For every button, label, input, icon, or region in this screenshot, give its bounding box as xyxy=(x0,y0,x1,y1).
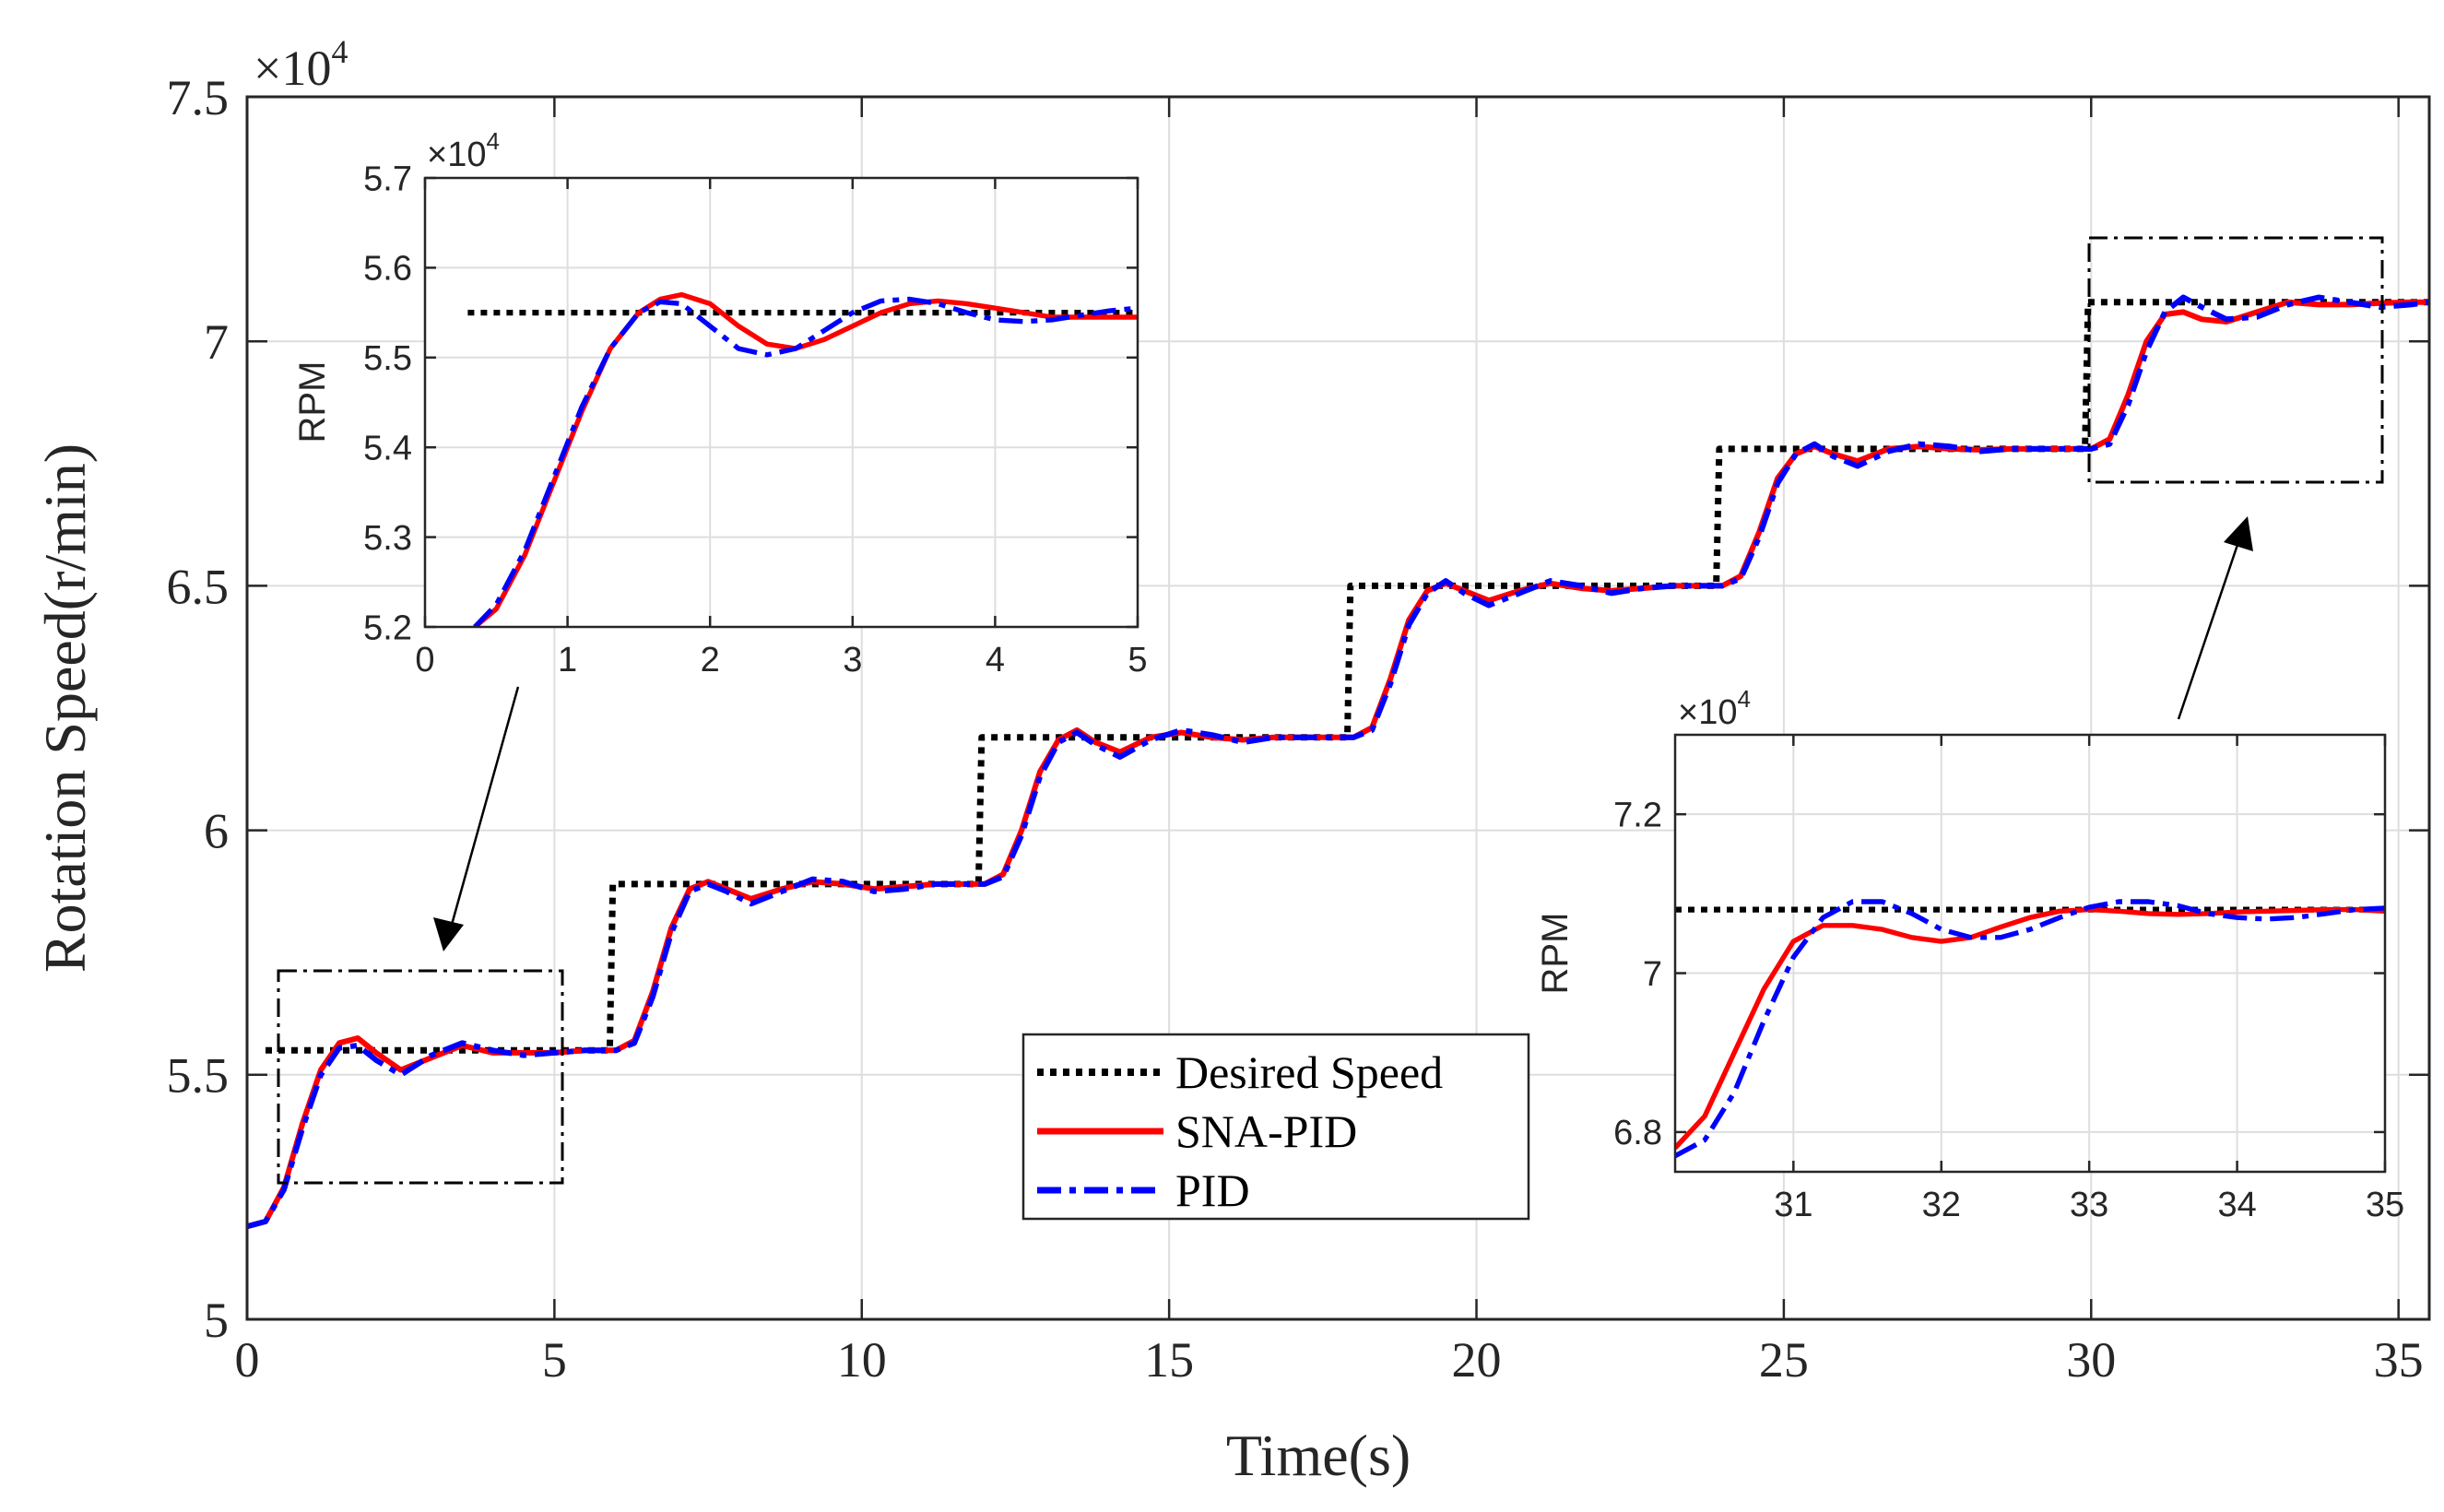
inset-right-x-tick-label: 32 xyxy=(1922,1186,1961,1224)
inset-right-y-axis-label: RPM xyxy=(1535,913,1576,995)
inset-right-x-tick-label: 33 xyxy=(2070,1186,2108,1224)
inset-right-series-sna-pid xyxy=(1675,906,2385,1150)
inset-left-exponent-label: ×104 xyxy=(427,127,500,174)
legend-item-sna-pid: SNA-PID xyxy=(1037,1105,1357,1157)
inset-left-y-tick-label: 5.2 xyxy=(363,608,412,647)
inset-left-y-tick-label: 5.3 xyxy=(363,519,412,558)
inset-right-x-tick-label: 35 xyxy=(2366,1186,2404,1224)
inset-left-y-tick-label: 5.4 xyxy=(363,430,412,468)
main-y-tick-label: 7.5 xyxy=(167,70,230,125)
main-y-axis-label: Rotation Speed(r/min) xyxy=(32,443,98,973)
inset-right-series-group xyxy=(1675,899,2385,1159)
inset-left-axes: 0 1 2 3 4 5 5.2 5.3 5.4 5.5 5.6 5.7 ×104 RPM xyxy=(292,127,1148,679)
inset-left-y-tick-label: 5.6 xyxy=(363,250,412,289)
main-x-tick-label: 15 xyxy=(1144,1332,1194,1388)
main-x-tick-label: 25 xyxy=(1759,1332,1809,1388)
inset-left-y-axis-label: RPM xyxy=(292,361,333,443)
inset-right-axes: 31 32 33 34 35 6.8 7 7.2 ×104 RPM xyxy=(1535,685,2404,1224)
inset-left-x-tick-label: 4 xyxy=(986,641,1005,679)
inset-left-y-tick-label: 5.5 xyxy=(363,339,412,378)
main-x-tick-label: 35 xyxy=(2374,1332,2424,1388)
zoom-box-right xyxy=(2087,236,2384,484)
main-axes-frame xyxy=(245,95,2431,1321)
main-series-pid xyxy=(247,294,2429,1230)
main-y-tick-label: 7 xyxy=(204,314,229,370)
legend-item-pid: PID xyxy=(1037,1164,1250,1216)
inset-left-x-tick-label: 1 xyxy=(558,641,577,679)
inset-right-ticks: 31 32 33 34 35 6.8 7 7.2 xyxy=(1613,735,2404,1224)
main-x-axis-label: Time(s) xyxy=(1226,1423,1411,1488)
arrow-to-right-zoom xyxy=(2177,516,2253,720)
inset-left-y-tick-label: 5.7 xyxy=(363,159,412,198)
inset-right-series-pid xyxy=(1675,899,2385,1159)
inset-right-exponent-label: ×104 xyxy=(1678,685,1751,732)
inset-right-y-tick-label: 6.8 xyxy=(1613,1114,1662,1152)
main-series-group xyxy=(247,294,2429,1230)
main-x-tick-label: 5 xyxy=(542,1332,567,1388)
inset-left-series-pid xyxy=(473,296,1138,627)
svg-text:SNA-PID: SNA-PID xyxy=(1175,1105,1357,1157)
main-x-tick-label: 30 xyxy=(2066,1332,2116,1388)
legend: Desired Speed SNA-PID PID xyxy=(1021,1033,1530,1221)
inset-left-x-tick-label: 0 xyxy=(415,641,434,679)
inset-left-x-tick-label: 3 xyxy=(843,641,862,679)
inset-left-plot-area xyxy=(425,178,1138,627)
arrow-to-left-zoom xyxy=(433,686,520,951)
main-series-desired-speed xyxy=(266,299,2429,1054)
main-y-tick-label: 6.5 xyxy=(167,559,230,614)
inset-right-frame xyxy=(1673,733,2387,1174)
inset-left-frame xyxy=(423,176,1139,629)
legend-item-desired-speed: Desired Speed xyxy=(1037,1046,1443,1098)
main-exponent-label: ×104 xyxy=(254,33,348,96)
inset-left-ticks: 0 1 2 3 4 5 5.2 5.3 5.4 5.5 5.6 5.7 xyxy=(363,159,1147,679)
svg-text:PID: PID xyxy=(1175,1164,1250,1216)
inset-left-x-tick-label: 2 xyxy=(701,641,720,679)
main-x-tick-label: 20 xyxy=(1452,1332,1502,1388)
zoom-box-left xyxy=(277,969,564,1185)
inset-right-y-tick-label: 7.2 xyxy=(1613,796,1662,834)
main-x-tick-label: 0 xyxy=(235,1332,260,1388)
main-y-tick-label: 5.5 xyxy=(167,1048,230,1104)
inset-right-plot-area xyxy=(1675,735,2385,1172)
inset-left-x-tick-label: 5 xyxy=(1128,641,1147,679)
main-y-tick-label: 6 xyxy=(204,804,229,859)
svg-text:Desired Speed: Desired Speed xyxy=(1175,1046,1443,1098)
inset-right-x-tick-label: 34 xyxy=(2217,1186,2256,1224)
main-x-tick-label: 10 xyxy=(837,1332,887,1388)
main-y-tick-label: 5 xyxy=(204,1293,229,1348)
inset-left-series-group xyxy=(467,291,1138,627)
inset-right-x-tick-label: 31 xyxy=(1774,1186,1812,1224)
inset-right-y-tick-label: 7 xyxy=(1643,955,1662,994)
